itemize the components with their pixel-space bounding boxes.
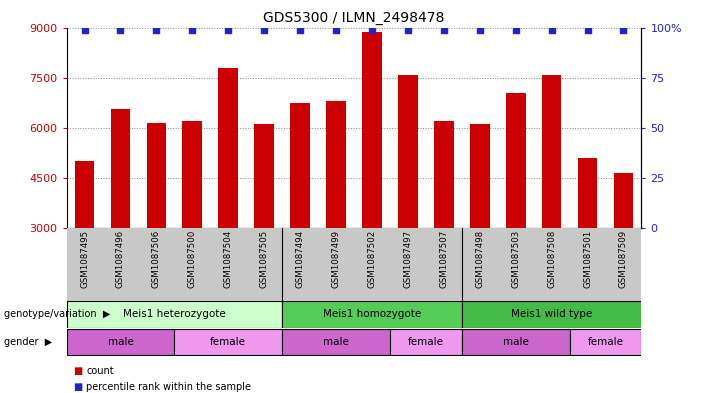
Text: GSM1087496: GSM1087496 <box>116 230 125 288</box>
Text: gender  ▶: gender ▶ <box>4 337 52 347</box>
Text: ■: ■ <box>74 366 83 376</box>
Bar <box>182 121 202 228</box>
Point <box>402 26 414 33</box>
Text: GSM1087500: GSM1087500 <box>188 230 197 288</box>
Text: GSM1087505: GSM1087505 <box>259 230 268 288</box>
Point <box>79 26 90 33</box>
Point <box>223 26 234 33</box>
Point <box>546 26 557 33</box>
Text: percentile rank within the sample: percentile rank within the sample <box>86 382 251 392</box>
Text: GSM1087503: GSM1087503 <box>511 230 520 288</box>
FancyBboxPatch shape <box>175 329 283 355</box>
Bar <box>613 173 633 228</box>
Text: female: female <box>587 337 623 347</box>
Text: GSM1087499: GSM1087499 <box>332 230 341 288</box>
Text: GSM1087506: GSM1087506 <box>152 230 161 288</box>
Point <box>151 26 162 33</box>
Text: GSM1087509: GSM1087509 <box>619 230 628 288</box>
FancyBboxPatch shape <box>283 301 462 328</box>
Text: GSM1087507: GSM1087507 <box>440 230 449 288</box>
Text: GSM1087497: GSM1087497 <box>403 230 412 288</box>
Bar <box>75 161 95 228</box>
Bar <box>506 93 526 228</box>
Text: count: count <box>86 366 114 376</box>
Bar <box>578 158 597 228</box>
Bar <box>290 103 310 228</box>
Bar <box>254 124 274 228</box>
Text: male: male <box>107 337 133 347</box>
FancyBboxPatch shape <box>67 301 283 328</box>
Text: GSM1087498: GSM1087498 <box>475 230 484 288</box>
Bar <box>147 123 166 228</box>
Bar <box>542 75 562 228</box>
Text: GSM1087495: GSM1087495 <box>80 230 89 288</box>
Point <box>438 26 449 33</box>
Bar <box>219 68 238 228</box>
Point <box>294 26 306 33</box>
Point <box>510 26 522 33</box>
FancyBboxPatch shape <box>67 228 641 301</box>
Text: GSM1087502: GSM1087502 <box>367 230 376 288</box>
Text: GSM1087508: GSM1087508 <box>547 230 556 288</box>
Bar <box>111 109 130 228</box>
Point <box>582 26 593 33</box>
Text: genotype/variation  ▶: genotype/variation ▶ <box>4 309 110 320</box>
FancyBboxPatch shape <box>283 329 390 355</box>
Point <box>367 26 378 33</box>
FancyBboxPatch shape <box>462 329 569 355</box>
Text: female: female <box>408 337 444 347</box>
Point <box>474 26 485 33</box>
Bar <box>362 32 382 228</box>
Bar <box>398 75 418 228</box>
Point <box>115 26 126 33</box>
Bar <box>434 121 454 228</box>
Point <box>259 26 270 33</box>
FancyBboxPatch shape <box>390 329 462 355</box>
Text: Meis1 wild type: Meis1 wild type <box>511 309 592 320</box>
Text: Meis1 homozygote: Meis1 homozygote <box>323 309 421 320</box>
Text: male: male <box>503 337 529 347</box>
Text: male: male <box>323 337 349 347</box>
FancyBboxPatch shape <box>67 329 175 355</box>
Point <box>330 26 341 33</box>
Text: GSM1087501: GSM1087501 <box>583 230 592 288</box>
Point <box>186 26 198 33</box>
Text: Meis1 heterozygote: Meis1 heterozygote <box>123 309 226 320</box>
FancyBboxPatch shape <box>569 329 641 355</box>
Text: GSM1087494: GSM1087494 <box>296 230 305 288</box>
Text: ■: ■ <box>74 382 83 392</box>
Point <box>618 26 629 33</box>
Text: female: female <box>210 337 246 347</box>
Bar <box>470 124 489 228</box>
FancyBboxPatch shape <box>462 301 641 328</box>
Text: GSM1087504: GSM1087504 <box>224 230 233 288</box>
Bar <box>326 101 346 228</box>
Title: GDS5300 / ILMN_2498478: GDS5300 / ILMN_2498478 <box>264 11 444 25</box>
